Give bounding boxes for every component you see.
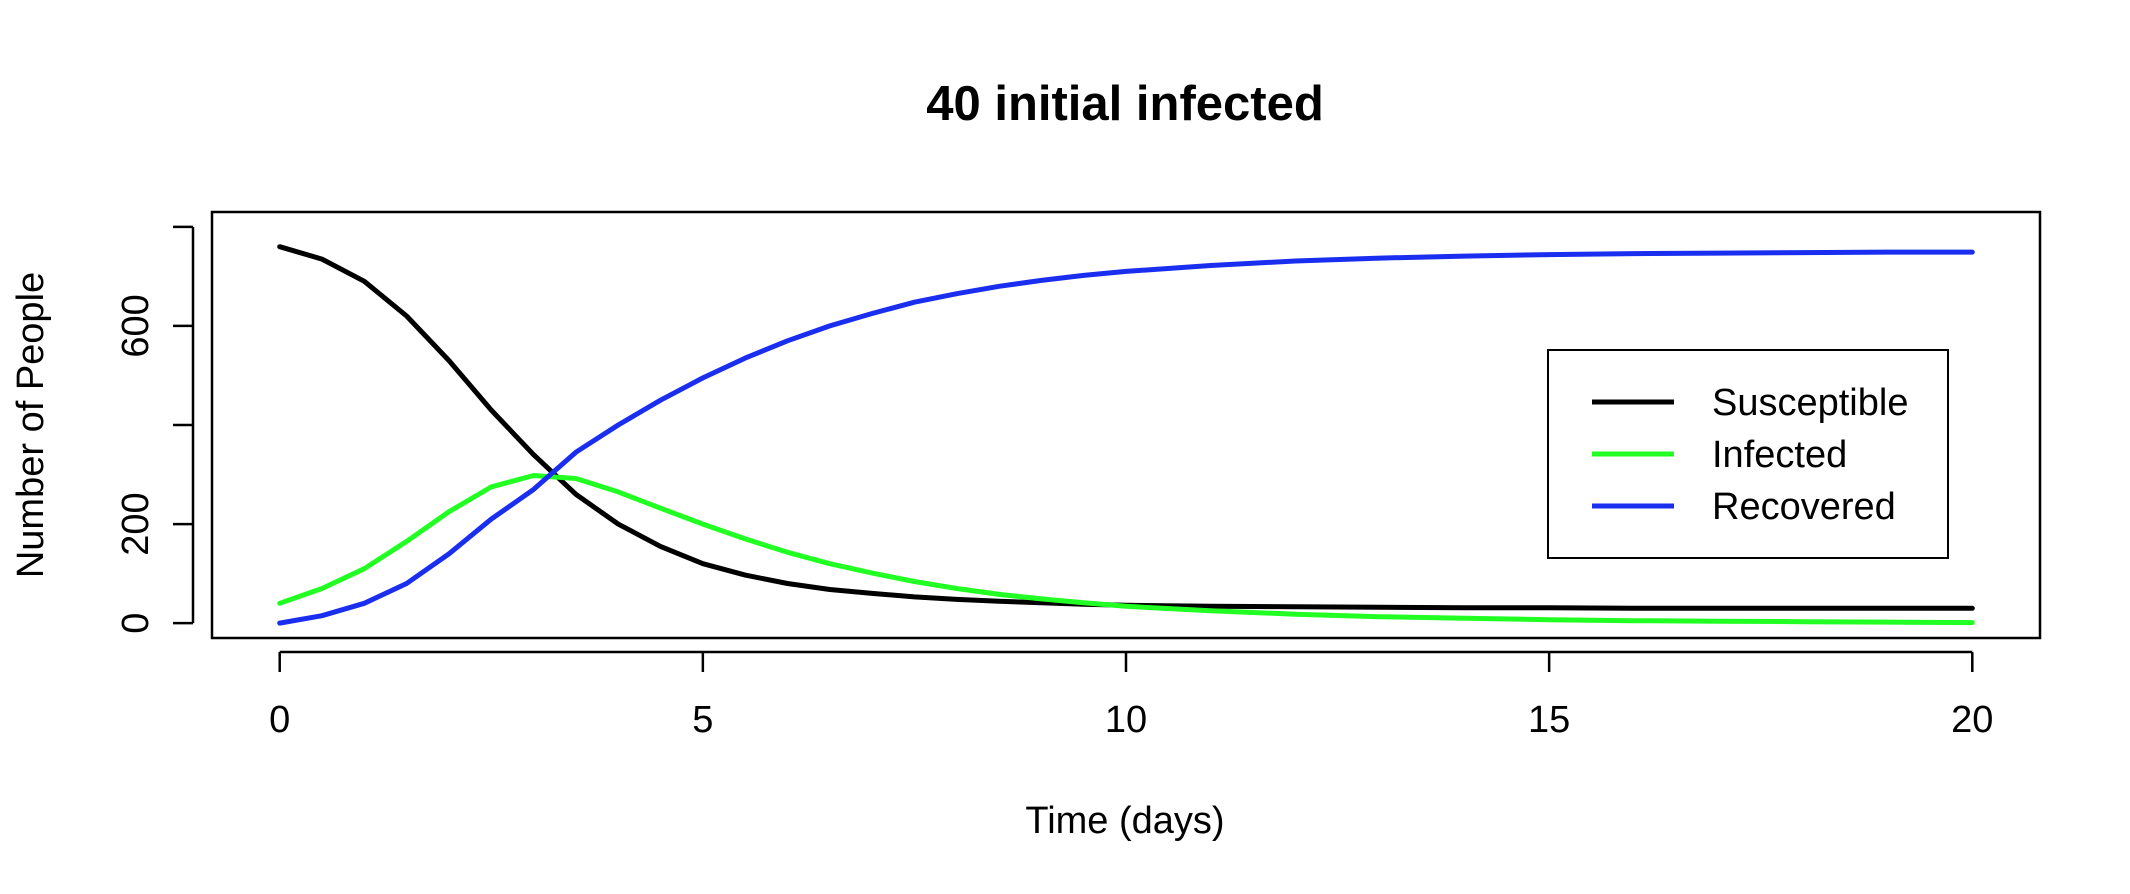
x-tick-label: 20	[1951, 699, 1993, 741]
series-line-susceptible	[277, 244, 1975, 611]
legend: Susceptible Infected Recovered	[1547, 349, 1949, 559]
series-layer	[277, 244, 1975, 626]
x-tick-label: 15	[1528, 699, 1570, 741]
x-axis: 0 5 10 15 20	[269, 650, 1993, 741]
y-tick-label: 0	[115, 613, 157, 634]
x-tick-label: 0	[269, 699, 290, 741]
series-line-recovered	[277, 249, 1975, 626]
y-tick-label: 600	[115, 294, 157, 357]
x-tick-label: 5	[692, 699, 713, 741]
legend-label-recovered: Recovered	[1712, 486, 1896, 528]
legend-label-infected: Infected	[1712, 434, 1847, 476]
y-tick-label: 200	[115, 492, 157, 555]
x-axis-label: Time (days)	[1025, 800, 1224, 842]
legend-label-susceptible: Susceptible	[1712, 382, 1908, 424]
series-line-infected	[277, 473, 1975, 626]
x-tick-label: 10	[1105, 699, 1147, 741]
y-axis: 0 200 600	[115, 225, 195, 634]
chart-title: 40 initial infected	[926, 77, 1324, 131]
plot-frame	[210, 210, 2042, 640]
y-axis-label: Number of People	[10, 272, 52, 578]
